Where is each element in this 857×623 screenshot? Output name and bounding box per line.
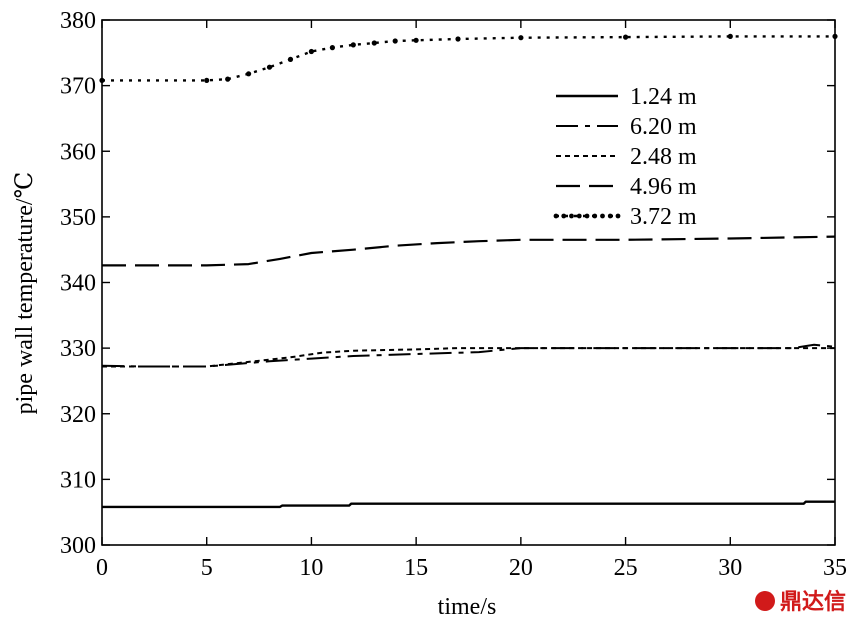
legend-label-2-48-m: 2.48 m xyxy=(630,144,697,170)
legend-item-4-96-m: 4.96 m xyxy=(556,174,697,200)
series-line-6-20-m xyxy=(101,343,836,368)
legend-marker-3-72-m xyxy=(569,213,574,219)
series-line-3-72-m xyxy=(102,35,835,82)
legend-item-6-20-m: 6.20 m xyxy=(556,114,697,140)
legend-label-1-24-m: 1.24 m xyxy=(630,84,697,110)
data-point-3-72-m xyxy=(225,76,231,82)
series-1-24-m xyxy=(101,500,836,509)
y-tick-label: 360 xyxy=(60,139,96,165)
x-tick-label: 20 xyxy=(509,555,533,581)
axes-layer: 0 5 10 15 20 25 30 35 300 310 320 330 340 350 360 370 38… xyxy=(60,8,847,581)
x-tick-label: 15 xyxy=(404,555,428,581)
legend-marker-3-72-m xyxy=(600,213,605,219)
y-tick-label: 340 xyxy=(60,271,96,297)
legend-marker-3-72-m xyxy=(561,213,567,219)
series-line-4-96-m xyxy=(102,235,836,267)
y-tick-label: 300 xyxy=(60,533,96,559)
x-tick-label: 25 xyxy=(614,555,638,581)
legend-label-6-20-m: 6.20 m xyxy=(630,114,697,140)
data-point-3-72-m xyxy=(287,56,294,63)
y-tick-label: 320 xyxy=(60,402,96,428)
legend-marker-3-72-m xyxy=(553,213,559,219)
legend-item-2-48-m: 2.48 m xyxy=(556,144,697,170)
watermark: 鼎达信 xyxy=(755,589,846,615)
watermark-text: 鼎达信 xyxy=(780,589,846,615)
y-tick-label: 330 xyxy=(60,336,96,362)
data-point-3-72-m xyxy=(727,33,733,40)
data-point-3-72-m xyxy=(266,64,273,70)
legend-marker-3-72-m xyxy=(592,213,598,219)
x-tick-label: 5 xyxy=(201,555,213,581)
watermark-logo-icon xyxy=(755,591,775,611)
x-tick-label: 0 xyxy=(96,555,108,581)
plot-area xyxy=(99,33,838,509)
data-point-3-72-m xyxy=(329,45,335,51)
data-point-3-72-m xyxy=(455,36,461,42)
x-tick-label: 30 xyxy=(718,555,742,581)
x-tick-label: 10 xyxy=(299,555,323,581)
legend-label-3-72-m: 3.72 m xyxy=(630,204,697,230)
series-line-2-48-m xyxy=(102,347,835,368)
legend-marker-3-72-m xyxy=(576,213,582,219)
legend-item-3-72-m: 3.72 m xyxy=(553,204,697,230)
y-tick-label: 370 xyxy=(60,74,96,100)
series-4-96-m xyxy=(101,235,836,267)
x-axis-title: time/s xyxy=(438,594,497,620)
y-tick-label: 310 xyxy=(60,467,96,493)
legend-marker-3-72-m xyxy=(615,213,621,219)
plot-frame xyxy=(101,19,836,546)
series-3-72-m xyxy=(99,33,838,83)
data-point-3-72-m xyxy=(392,38,398,44)
legend-marker-3-72-m xyxy=(584,213,590,219)
legend-marker-3-72-m xyxy=(607,213,613,219)
x-tick-label: 35 xyxy=(823,555,847,581)
y-tick-label: 350 xyxy=(60,205,96,231)
data-point-3-72-m xyxy=(350,42,356,48)
legend-item-1-24-m: 1.24 m xyxy=(556,84,697,110)
series-2-48-m xyxy=(101,347,836,368)
data-point-3-72-m xyxy=(518,35,524,41)
data-point-3-72-m xyxy=(413,37,419,43)
data-point-3-72-m xyxy=(623,34,629,40)
y-axis-title: pipe wall temperature/℃ xyxy=(12,172,38,415)
data-point-3-72-m xyxy=(204,77,210,83)
y-tick-label: 380 xyxy=(60,8,96,34)
data-point-3-72-m xyxy=(246,71,252,77)
series-line-1-24-m xyxy=(102,500,835,509)
data-point-3-72-m xyxy=(371,40,377,46)
data-point-3-72-m xyxy=(308,48,314,55)
legend: 1.24 m 6.20 m 2.48 m 4.96 m 3.72 m xyxy=(553,84,697,230)
legend-label-4-96-m: 4.96 m xyxy=(630,174,697,200)
